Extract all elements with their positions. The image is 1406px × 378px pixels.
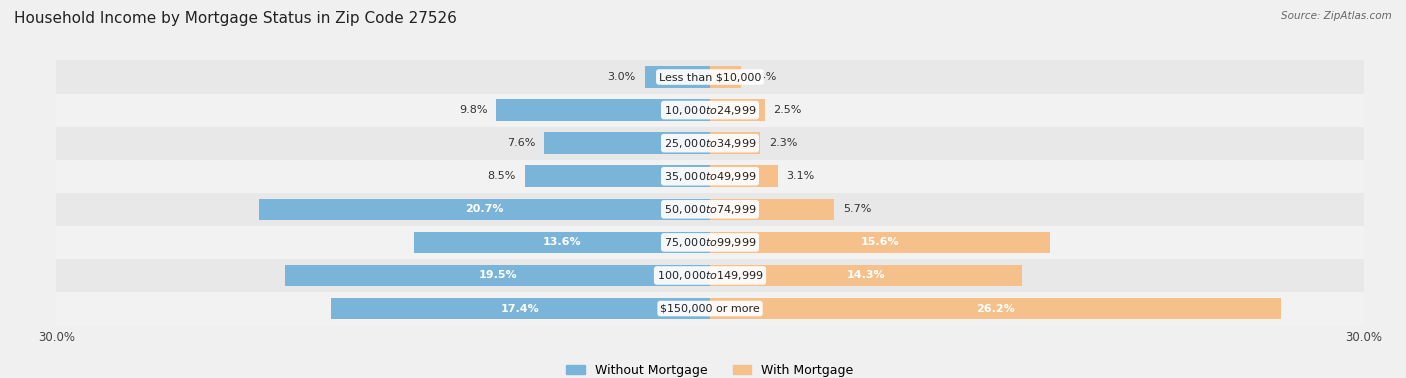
Text: 8.5%: 8.5% <box>488 171 516 181</box>
Text: $75,000 to $99,999: $75,000 to $99,999 <box>664 236 756 249</box>
Bar <box>56 94 1364 127</box>
Bar <box>56 127 1364 160</box>
Bar <box>710 99 765 121</box>
Bar <box>56 292 1364 325</box>
Text: $10,000 to $24,999: $10,000 to $24,999 <box>664 104 756 116</box>
Text: 26.2%: 26.2% <box>976 304 1015 313</box>
Text: $100,000 to $149,999: $100,000 to $149,999 <box>657 269 763 282</box>
Bar <box>710 66 741 88</box>
Text: 3.1%: 3.1% <box>786 171 814 181</box>
Text: 20.7%: 20.7% <box>465 204 503 214</box>
Text: 19.5%: 19.5% <box>478 271 517 280</box>
Bar <box>544 132 710 154</box>
Text: 7.6%: 7.6% <box>508 138 536 148</box>
Bar <box>330 298 710 319</box>
Bar <box>710 198 834 220</box>
Text: 2.5%: 2.5% <box>773 105 801 115</box>
Bar <box>285 265 710 286</box>
Text: $35,000 to $49,999: $35,000 to $49,999 <box>664 170 756 183</box>
Text: 2.3%: 2.3% <box>769 138 797 148</box>
Legend: Without Mortgage, With Mortgage: Without Mortgage, With Mortgage <box>567 364 853 377</box>
Bar <box>710 298 1281 319</box>
Text: 14.3%: 14.3% <box>846 271 886 280</box>
Text: 3.0%: 3.0% <box>607 72 636 82</box>
Bar <box>56 226 1364 259</box>
Text: 17.4%: 17.4% <box>501 304 540 313</box>
Text: Less than $10,000: Less than $10,000 <box>659 72 761 82</box>
Bar <box>56 259 1364 292</box>
Bar <box>259 198 710 220</box>
Bar <box>710 265 1022 286</box>
Bar <box>710 232 1050 253</box>
Text: 9.8%: 9.8% <box>460 105 488 115</box>
Text: 13.6%: 13.6% <box>543 237 581 247</box>
Text: Source: ZipAtlas.com: Source: ZipAtlas.com <box>1281 11 1392 21</box>
Bar <box>56 60 1364 94</box>
Text: 5.7%: 5.7% <box>844 204 872 214</box>
Text: $50,000 to $74,999: $50,000 to $74,999 <box>664 203 756 216</box>
Text: $25,000 to $34,999: $25,000 to $34,999 <box>664 137 756 150</box>
Bar <box>644 66 710 88</box>
Bar <box>496 99 710 121</box>
Text: 1.4%: 1.4% <box>749 72 778 82</box>
Text: $150,000 or more: $150,000 or more <box>661 304 759 313</box>
Bar <box>710 166 778 187</box>
Bar <box>56 193 1364 226</box>
Text: Household Income by Mortgage Status in Zip Code 27526: Household Income by Mortgage Status in Z… <box>14 11 457 26</box>
Bar <box>56 160 1364 193</box>
Text: 15.6%: 15.6% <box>860 237 900 247</box>
Bar <box>413 232 710 253</box>
Bar <box>710 132 761 154</box>
Bar <box>524 166 710 187</box>
